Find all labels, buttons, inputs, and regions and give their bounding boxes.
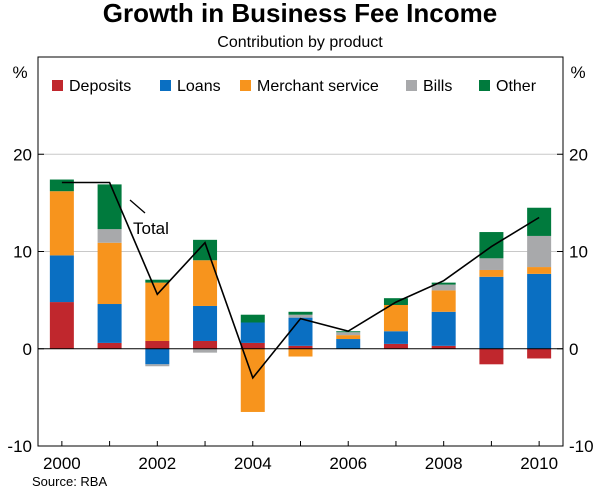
bar-other-2000 — [49, 179, 74, 192]
bar-bills-2002 — [145, 364, 170, 367]
legend-label-deposits: Deposits — [69, 78, 131, 95]
x-tick-label-2000: 2000 — [43, 454, 81, 473]
x-tick-label-2006: 2006 — [329, 454, 367, 473]
y-tick-label-right-0: 0 — [569, 340, 578, 359]
bar-bills-2010 — [527, 235, 552, 268]
bar-bills-2006 — [336, 332, 361, 336]
bar-merchant-service-2001 — [97, 242, 122, 305]
bar-bills-2001 — [97, 229, 122, 243]
bar-merchant-service-2003 — [193, 260, 218, 306]
legend-swatch-loans — [160, 80, 171, 91]
bar-other-2001 — [97, 184, 122, 230]
bar-deposits-2004 — [240, 342, 265, 349]
legend-swatch-deposits — [52, 80, 63, 91]
bar-loans-2006 — [336, 339, 361, 349]
chart-title: Growth in Business Fee Income — [103, 0, 497, 28]
x-tick-label-2004: 2004 — [234, 454, 272, 473]
bar-deposits-2010 — [527, 348, 552, 359]
bar-other-2008 — [431, 282, 456, 285]
bar-loans-2003 — [193, 305, 218, 341]
bar-deposits-2008 — [431, 345, 456, 349]
source-note: Source: RBA — [32, 474, 107, 489]
x-tick-label-2008: 2008 — [425, 454, 463, 473]
bar-loans-2000 — [49, 255, 74, 303]
bar-loans-2004 — [240, 322, 265, 343]
bar-other-2005 — [288, 311, 313, 315]
bar-bills-2003 — [193, 348, 218, 353]
legend-swatch-merchant-service — [240, 80, 251, 91]
y-tick-label-right--10: -10 — [569, 437, 594, 456]
bar-deposits-2000 — [49, 302, 74, 349]
y-tick-label-left-10: 10 — [13, 243, 32, 262]
bar-loans-2002 — [145, 348, 170, 365]
bar-loans-2005 — [288, 317, 313, 346]
y-tick-label-left-20: 20 — [13, 145, 32, 164]
bar-merchant-service-2004 — [240, 348, 265, 412]
bar-loans-2009 — [479, 276, 504, 349]
bar-loans-2001 — [97, 304, 122, 343]
bar-merchant-service-2010 — [527, 267, 552, 274]
bar-other-2004 — [240, 314, 265, 323]
bar-merchant-service-2002 — [145, 282, 170, 341]
x-tick-label-2010: 2010 — [520, 454, 558, 473]
y-axis-unit-right: % — [570, 63, 585, 82]
bar-merchant-service-2000 — [49, 191, 74, 256]
bar-merchant-service-2008 — [431, 290, 456, 312]
total-annotation-leader — [129, 199, 146, 214]
bar-loans-2008 — [431, 311, 456, 346]
chart-subtitle: Contribution by product — [217, 34, 383, 51]
legend-swatch-other — [479, 80, 490, 91]
bar-bills-2008 — [431, 284, 456, 291]
y-tick-label-left-0: 0 — [23, 340, 32, 359]
legend-label-loans: Loans — [177, 78, 221, 95]
legend-label-other: Other — [496, 78, 537, 95]
bar-deposits-2001 — [97, 342, 122, 349]
bar-merchant-service-2006 — [336, 335, 361, 340]
bars — [49, 179, 552, 412]
legend-label-merchant-service: Merchant service — [257, 78, 379, 95]
bar-other-2002 — [145, 279, 170, 283]
legend-label-bills: Bills — [423, 78, 452, 95]
bar-merchant-service-2009 — [479, 269, 504, 277]
bar-loans-2007 — [383, 331, 408, 344]
gridlines — [38, 153, 563, 252]
bar-deposits-2003 — [193, 340, 218, 349]
y-tick-label-right-10: 10 — [569, 243, 588, 262]
y-tick-label-right-20: 20 — [569, 145, 588, 164]
total-line-layer — [61, 181, 540, 380]
bar-bills-2009 — [479, 258, 504, 270]
bar-deposits-2007 — [383, 343, 408, 349]
bar-loans-2010 — [527, 273, 552, 349]
bar-deposits-2002 — [145, 340, 170, 349]
y-tick-label-left--10: -10 — [7, 437, 32, 456]
y-axis-unit-left: % — [12, 63, 27, 82]
bar-bills-2005 — [288, 314, 313, 318]
x-tick-label-2002: 2002 — [138, 454, 176, 473]
legend-swatch-bills — [406, 80, 417, 91]
axes: -10 -10 0 0 10 10 20 20 2000 2002 2004 2006 2008 2010 — [7, 145, 593, 473]
total-annotation: Total — [133, 219, 169, 238]
bar-deposits-2009 — [479, 348, 504, 365]
bar-other-2003 — [193, 239, 218, 261]
legend: Deposits Loans Merchant service Bills Other — [52, 78, 537, 95]
bar-deposits-2005 — [288, 345, 313, 349]
bar-merchant-service-2005 — [288, 348, 313, 357]
total-line — [61, 181, 540, 380]
bar-other-2009 — [479, 232, 504, 259]
bar-merchant-service-2007 — [383, 304, 408, 332]
